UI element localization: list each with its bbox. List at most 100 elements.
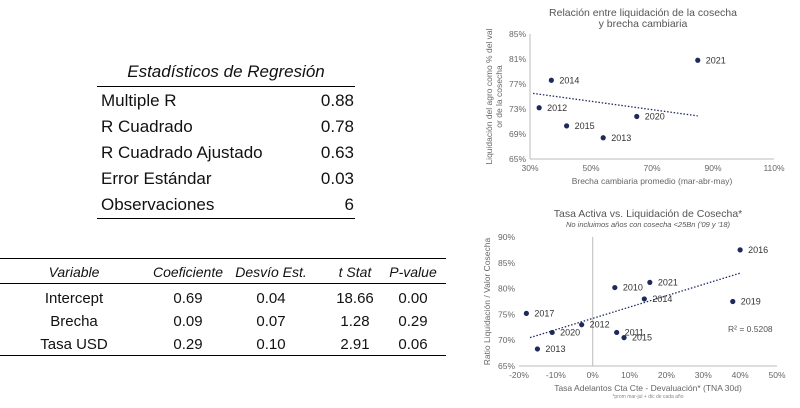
y-tick-label: 81% — [509, 54, 526, 64]
y-tick-label: 77% — [509, 79, 526, 89]
y-tick-label: 65% — [498, 361, 515, 371]
x-tick-label: 20% — [658, 370, 675, 380]
coef-table-cell: 1.28 — [340, 313, 370, 330]
coef-table-bottom-rule — [0, 355, 446, 356]
data-point-label: 2013 — [545, 344, 565, 354]
x-tick-label: 10% — [621, 370, 638, 380]
data-point-label: 2012 — [547, 103, 567, 113]
y-tick-label: 69% — [509, 129, 526, 139]
x-tick-label: 110% — [763, 163, 785, 173]
data-point — [641, 296, 647, 302]
data-point-label: 2021 — [658, 277, 678, 287]
chart-title: Tasa Activa vs. Liquidación de Cosecha* — [554, 208, 743, 220]
data-point — [523, 310, 529, 316]
coef-table-cell: 0.07 — [256, 313, 286, 330]
y-tick-label: 90% — [498, 232, 515, 242]
stats-row: Error Estándar 0.03 — [101, 169, 354, 195]
coef-table-cell: 2.91 — [340, 336, 370, 353]
data-point-label: 2017 — [534, 308, 554, 318]
x-tick-label: 50% — [582, 163, 599, 173]
coef-table-header: Desvío Est. — [235, 264, 307, 280]
coef-table-cell: 18.66 — [336, 290, 374, 307]
data-point-label: 2016 — [748, 245, 768, 255]
stats-row: Multiple R 0.88 — [101, 91, 354, 117]
data-point — [695, 57, 701, 63]
x-tick-label: 30% — [695, 370, 712, 380]
coef-table-header: Coeficiente — [152, 264, 224, 280]
stats-table-title: Estadísticos de Regresión — [127, 62, 325, 81]
data-point-label: 2015 — [575, 121, 595, 131]
chart-title: Relación entre liquidación de la cosecha — [549, 7, 737, 19]
x-tick-label: -20% — [509, 370, 529, 380]
y-axis-label: Ratio Liquidación / Valor Cosecha — [482, 238, 492, 366]
coef-table-header-rule — [0, 283, 446, 284]
data-point-label: 2020 — [560, 327, 580, 337]
coef-table-cell: 0.09 — [173, 313, 203, 330]
trendline — [529, 272, 741, 339]
coef-table-cell: 0.00 — [398, 290, 428, 307]
data-point-label: 2011 — [625, 327, 644, 337]
coef-table-cell: Intercept — [44, 290, 104, 307]
data-point — [564, 123, 570, 129]
coef-table-header: Variable — [48, 264, 100, 280]
coef-table-cell: 0.04 — [256, 290, 286, 307]
data-point — [579, 322, 585, 328]
x-tick-label: 70% — [643, 163, 660, 173]
stats-row-label: Error Estándar — [101, 169, 212, 188]
chart-subtitle: No incluimos años con cosecha <25Bn ('09… — [566, 220, 730, 229]
x-axis-label: Tasa Adelantos Cta Cte - Devaluación* (T… — [554, 383, 742, 393]
x-tick-label: 30% — [521, 163, 538, 173]
coef-table-cell: 0.69 — [173, 290, 203, 307]
chart-brecha-liquidacion: Relación entre liquidación de la cosecha… — [484, 7, 785, 186]
data-point-label: 2013 — [611, 133, 631, 143]
stats-row: R Cuadrado 0.78 — [101, 117, 354, 143]
data-point — [612, 284, 618, 291]
data-point-label: 2020 — [645, 112, 665, 122]
stats-row-value: 0.78 — [320, 117, 354, 136]
x-tick-label: 0% — [587, 370, 600, 380]
coef-table-top-rule — [0, 258, 446, 259]
data-point — [621, 335, 627, 341]
r-squared-annotation: R² = 0.5208 — [728, 324, 773, 334]
x-tick-label: 50% — [768, 370, 785, 380]
stats-row-value: 6 — [344, 195, 354, 214]
data-point-label: 2014 — [652, 294, 672, 304]
coef-table-header: t Stat — [338, 264, 372, 280]
stats-row-label: R Cuadrado — [101, 117, 193, 136]
y-tick-label: 80% — [498, 284, 515, 294]
coef-table-cell: Brecha — [50, 313, 98, 330]
data-point — [634, 113, 640, 120]
trendline — [532, 92, 698, 117]
stats-row-value: 0.03 — [320, 169, 354, 188]
y-tick-label: 85% — [498, 258, 515, 268]
stats-row-label: Multiple R — [101, 91, 177, 110]
data-point-label: 2012 — [590, 320, 610, 330]
chart-subtitle: y brecha cambiaria — [599, 18, 688, 30]
data-point — [647, 279, 653, 286]
stats-table-top-rule — [97, 86, 355, 87]
coef-table-cell: 0.10 — [256, 336, 286, 353]
data-point-label: 2010 — [623, 283, 643, 293]
x-tick-label: 90% — [704, 163, 721, 173]
x-axis-note: *prom mar-jul + dic de cada año — [612, 394, 683, 400]
y-tick-label: 73% — [509, 104, 526, 114]
data-point — [549, 329, 555, 336]
stats-row-label: R Cuadrado Ajustado — [101, 143, 263, 162]
stats-row-label: Observaciones — [101, 195, 215, 214]
coef-table-cell: Tasa USD — [40, 336, 108, 353]
y-tick-label: 65% — [509, 154, 526, 164]
data-point — [614, 329, 620, 336]
data-point — [534, 346, 541, 352]
chart-tasa-liquidacion: Tasa Activa vs. Liquidación de Cosecha*N… — [482, 208, 786, 400]
data-point-label: 2021 — [706, 55, 726, 65]
x-tick-label: 40% — [732, 370, 749, 380]
stats-table-bottom-rule — [97, 218, 355, 219]
y-tick-label: 75% — [498, 309, 515, 319]
coef-table-header: P-value — [389, 264, 437, 280]
y-tick-label: 70% — [498, 335, 515, 345]
data-point-label: 2015 — [632, 333, 652, 343]
stats-row: Observaciones 6 — [101, 195, 354, 221]
stats-row: R Cuadrado Ajustado 0.63 — [101, 143, 354, 169]
stats-row-value: 0.88 — [320, 91, 354, 110]
y-tick-label: 85% — [509, 29, 526, 39]
